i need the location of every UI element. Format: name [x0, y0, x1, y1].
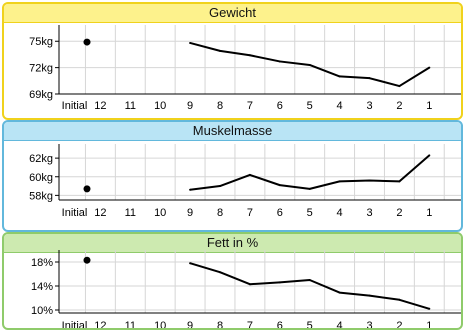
x-tick-label: 5: [307, 207, 313, 219]
series-line: [189, 154, 430, 191]
x-tick-label: Initial: [62, 100, 88, 112]
data-point: [248, 283, 251, 286]
x-tick-label: 8: [217, 100, 223, 112]
data-point: [248, 54, 251, 57]
x-tick-label: 10: [154, 320, 166, 330]
x-tick-label: 2: [396, 100, 402, 112]
x-tick-label: 4: [337, 100, 343, 112]
chart-svg-fett: 10% 14% 18% Initial 12 11 10 9 8 7 6 5 4 3 2 1: [31, 250, 461, 330]
y-tick-label: 75kg: [29, 36, 53, 48]
y-tick-label: 69kg: [29, 89, 53, 101]
initial-data-point: [83, 185, 91, 193]
x-tick-label: 12: [94, 207, 106, 219]
data-point: [338, 75, 341, 78]
initial-data-point: [83, 256, 91, 264]
x-tick-label: 1: [426, 207, 432, 219]
x-tick-label: 4: [337, 320, 343, 330]
x-tick-label: 6: [277, 320, 283, 330]
y-tick-label: 72kg: [29, 63, 53, 75]
x-tick-label: 2: [396, 207, 402, 219]
x-tick-label: 8: [217, 320, 223, 330]
data-point: [338, 291, 341, 294]
x-tick-label: 12: [94, 320, 106, 330]
data-point: [338, 180, 341, 183]
data-point: [219, 271, 221, 274]
data-point: [308, 279, 311, 281]
x-tick-label: 5: [307, 100, 313, 112]
x-tick-label: 11: [125, 100, 136, 112]
data-point: [248, 173, 251, 176]
data-point: [368, 294, 371, 297]
initial-data-point: [83, 38, 91, 46]
y-tick-label: 14%: [31, 281, 53, 293]
data-point: [398, 85, 401, 88]
data-point: [368, 179, 371, 182]
x-tick-label: 3: [366, 100, 372, 112]
chart-svg-gewicht: 69kg 72kg 75kg Initial 12 11 10 9 8 7 6 5 4 3 2 1: [29, 25, 461, 112]
x-tick-label: 7: [247, 320, 253, 330]
chart-title: Muskelmasse: [4, 122, 461, 141]
x-tick-label: 7: [247, 207, 253, 219]
data-point: [189, 41, 192, 44]
chart-panel-muskelmasse: Muskelmasse 58kg 60kg 62kg Initial 12 11 10 9 8 7…: [2, 120, 463, 232]
data-point: [219, 185, 221, 188]
y-tick-label: 58kg: [29, 190, 53, 202]
chart-svg-muskelmasse: 58kg 60kg 62kg Initial 12 11 10 9 8 7 6 5 4 3 2 1: [29, 144, 461, 219]
data-point: [398, 298, 401, 301]
x-tick-label: 8: [217, 207, 223, 219]
y-tick-label: 10%: [31, 305, 53, 317]
x-tick-label: 3: [366, 207, 372, 219]
data-point: [189, 188, 192, 191]
x-tick-label: 6: [277, 207, 283, 219]
x-tick-label: 2: [396, 320, 402, 330]
x-tick-label: 1: [426, 320, 432, 330]
x-tick-label: 9: [187, 320, 193, 330]
x-tick-label: 11: [125, 207, 136, 219]
data-point: [278, 184, 281, 187]
x-tick-label: 10: [154, 207, 166, 219]
data-point: [398, 180, 401, 183]
x-tick-label: Initial: [62, 207, 88, 219]
y-tick-label: 62kg: [29, 153, 53, 165]
chart-panel-fett: Fett in % 10% 14% 18% Initial 12 11 10 9 8 7 6 5 4 3 2…: [2, 232, 463, 330]
x-tick-label: 7: [247, 100, 253, 112]
x-tick-label: 5: [307, 320, 313, 330]
data-point: [278, 60, 281, 63]
x-tick-label: Initial: [62, 320, 88, 330]
x-tick-label: 6: [277, 100, 283, 112]
x-tick-label: 1: [426, 100, 432, 112]
data-point: [278, 281, 281, 284]
y-tick-label: 60kg: [29, 172, 53, 184]
data-point: [308, 187, 311, 190]
x-tick-label: 4: [337, 207, 343, 219]
x-tick-label: 11: [125, 320, 136, 330]
chart-panel-gewicht: Gewicht 69kg 72kg 75kg Initial 12 11 10 9 8 7 6 5 4 3…: [2, 2, 463, 120]
data-point: [428, 66, 431, 69]
x-tick-label: 12: [94, 100, 106, 112]
data-point: [189, 262, 192, 265]
x-tick-label: 9: [187, 207, 193, 219]
data-point: [428, 307, 431, 310]
x-tick-label: 3: [366, 320, 372, 330]
data-point: [219, 49, 221, 52]
y-tick-label: 18%: [31, 257, 53, 269]
chart-title: Gewicht: [4, 4, 461, 23]
data-point: [368, 77, 371, 80]
chart-title: Fett in %: [4, 234, 461, 253]
x-tick-label: 9: [187, 100, 193, 112]
data-point: [428, 154, 431, 157]
x-tick-label: 10: [154, 100, 166, 112]
data-point: [308, 63, 311, 66]
